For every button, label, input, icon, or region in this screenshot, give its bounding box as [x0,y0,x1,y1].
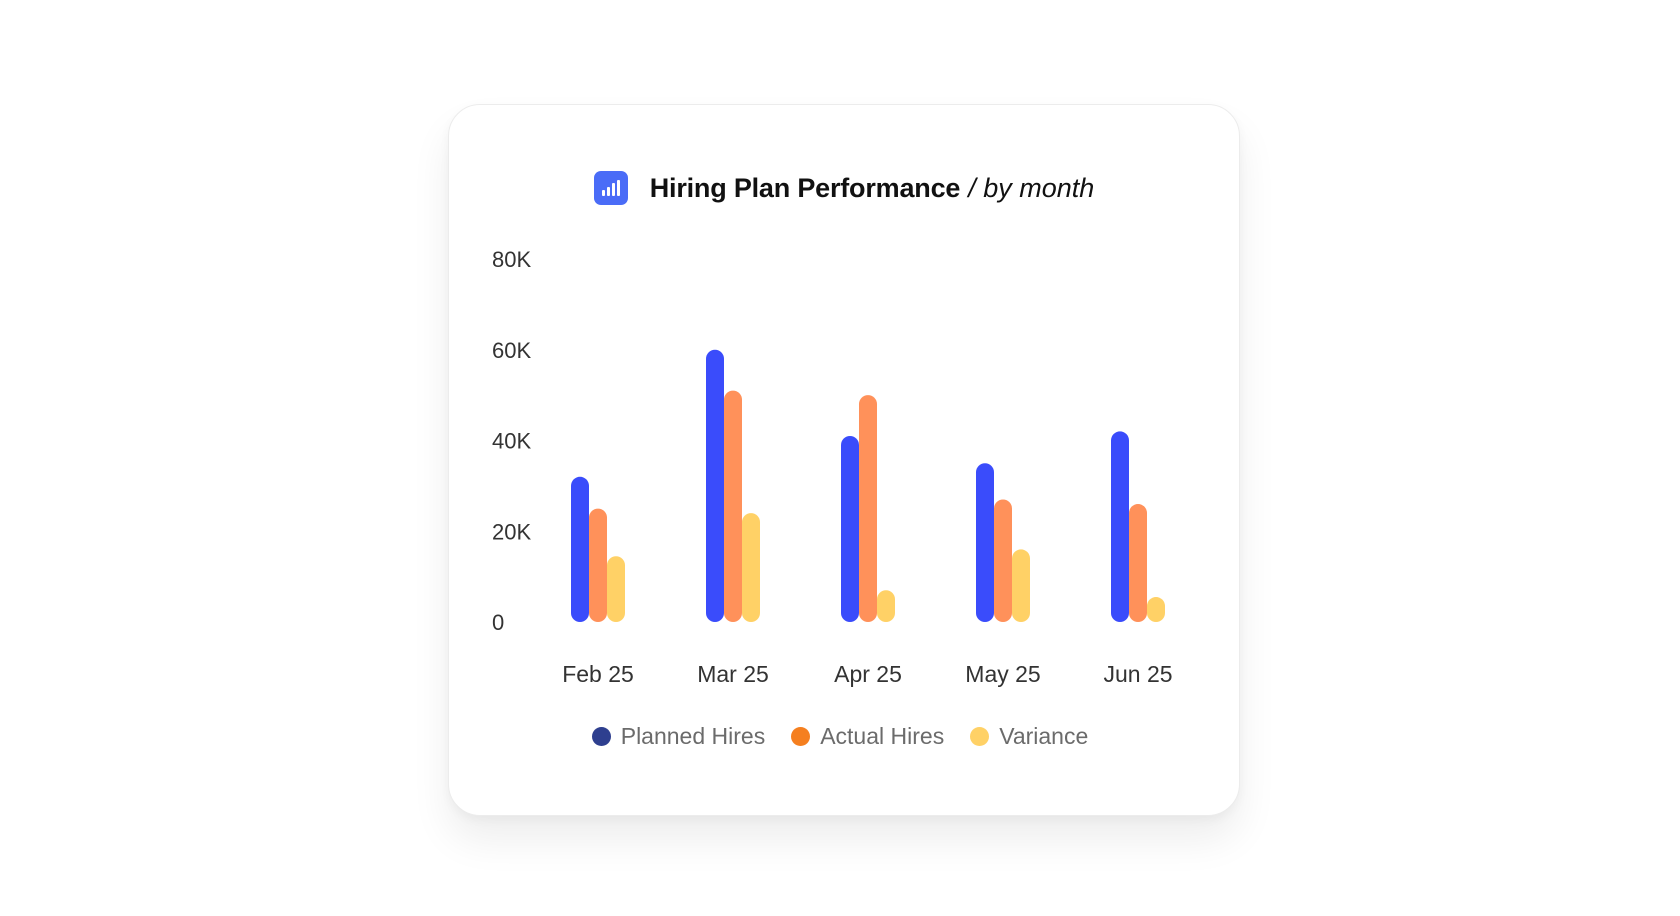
chart-legend: Planned Hires Actual Hires Variance [0,723,1680,750]
y-tick-label: 0 [492,610,504,635]
bar-variance-mar-25 [742,513,760,622]
bar-actual-hires-mar-25 [724,390,742,622]
bar-planned-hires-jun-25 [1111,431,1129,622]
bar-actual-hires-may-25 [994,499,1012,622]
legend-dot-icon [591,727,611,746]
bar-actual-hires-jun-25 [1129,504,1147,622]
legend-item-planned-hires: Planned Hires [591,723,766,750]
chart-header: Hiring Plan Performance / by month [449,171,1239,205]
bar-variance-feb-25 [607,556,625,622]
x-tick-label: Jun 25 [1103,661,1172,687]
bar-actual-hires-feb-25 [589,508,607,622]
x-tick-label: Apr 25 [834,661,902,687]
y-tick-label: 40K [492,429,531,454]
legend-dot-icon [970,727,990,746]
bar-planned-hires-may-25 [976,463,994,622]
legend-item-variance: Variance [970,723,1088,750]
legend-label: Planned Hires [620,723,766,749]
bar-planned-hires-feb-25 [571,476,589,622]
legend-item-actual-hires: Actual Hires [791,723,944,750]
bar-chart-icon [593,171,628,205]
chart-subtitle: / by month [968,172,1095,203]
bar-planned-hires-apr-25 [841,435,859,622]
x-tick-label: Feb 25 [562,661,634,687]
x-tick-label: Mar 25 [697,661,769,687]
y-tick-label: 80K [492,247,531,272]
bar-actual-hires-apr-25 [859,395,877,622]
bar-planned-hires-mar-25 [706,349,724,622]
bar-variance-apr-25 [877,590,895,622]
y-tick-label: 60K [492,338,531,363]
chart-title: Hiring Plan Performance [649,172,961,203]
x-tick-label: May 25 [965,661,1040,687]
y-tick-label: 20K [492,519,531,544]
legend-label: Variance [999,723,1089,749]
bar-variance-jun-25 [1147,597,1165,622]
legend-label: Actual Hires [820,723,945,749]
legend-dot-icon [791,727,811,746]
bar-variance-may-25 [1012,549,1030,622]
